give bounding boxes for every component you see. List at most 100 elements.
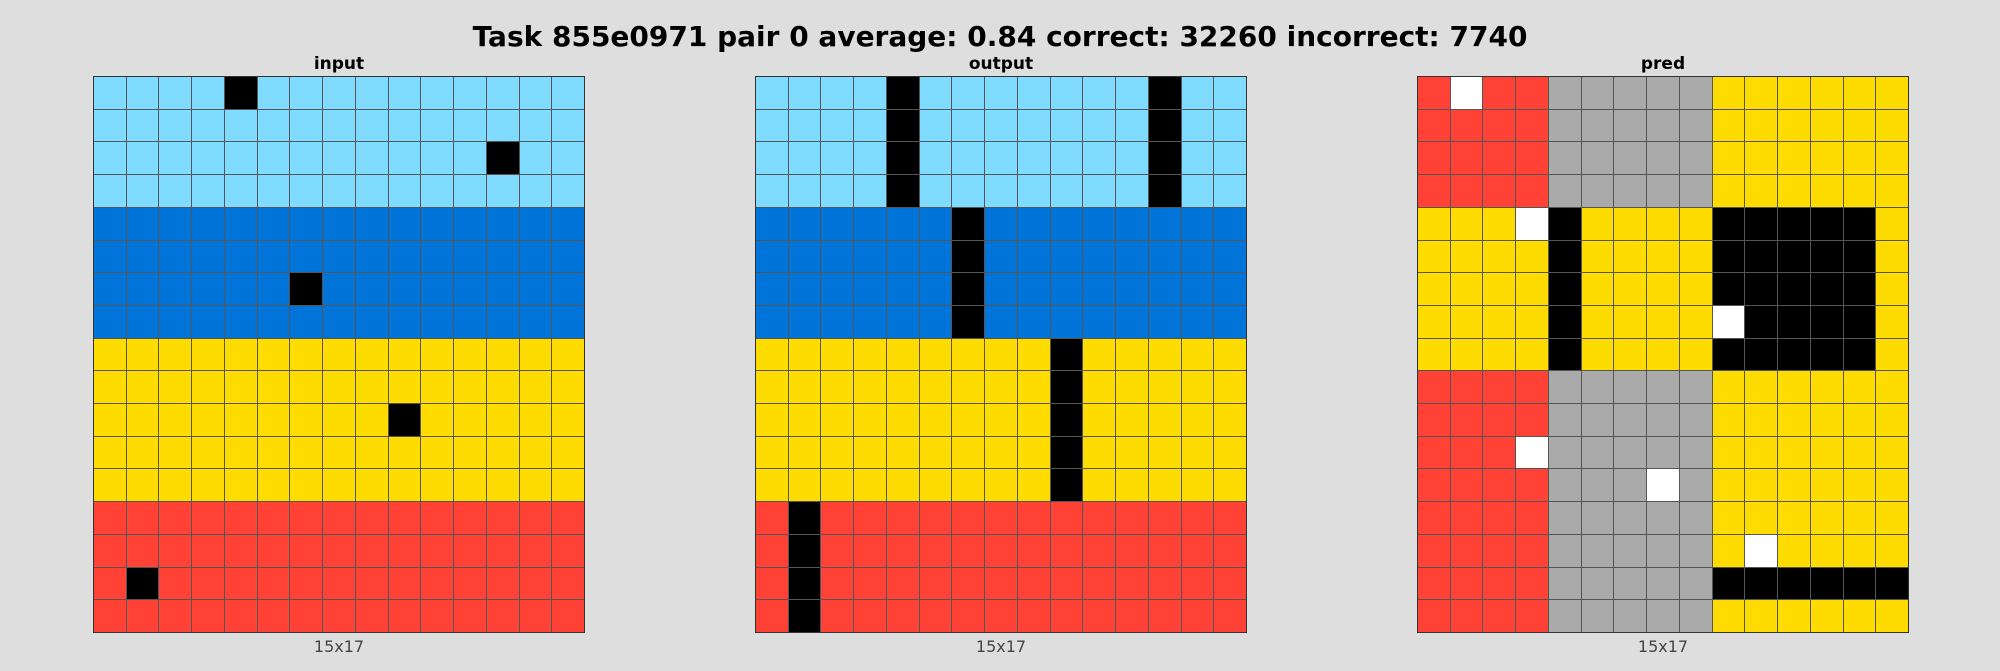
grid-cell (257, 273, 290, 305)
grid-cell (1214, 502, 1246, 534)
grid-cell (1214, 567, 1246, 600)
grid-cell (854, 109, 886, 142)
grid-cell (952, 600, 985, 632)
grid-cell (821, 109, 854, 142)
grid-cell (224, 142, 257, 175)
grid-cell (1017, 436, 1050, 469)
grid-cell (1679, 469, 1712, 502)
grid-cell (1843, 371, 1876, 404)
grid-cell (1418, 273, 1450, 305)
grid-cell (1810, 175, 1843, 207)
grid-cell (1614, 273, 1647, 305)
grid-cell (1050, 567, 1083, 600)
grid-cell (1418, 502, 1450, 534)
grid-cell (323, 371, 355, 404)
grid-cell (1810, 502, 1843, 534)
grid-cell (1050, 534, 1083, 567)
grid-cell (323, 77, 355, 109)
grid-cell (1418, 142, 1450, 175)
grid-cell (486, 436, 519, 469)
grid-cell (94, 567, 126, 600)
grid-cell (1581, 175, 1614, 207)
grid-cell (985, 567, 1017, 600)
grid-cell (355, 338, 388, 371)
grid-cell (1778, 600, 1810, 632)
grid-cell (1418, 371, 1450, 404)
grid-cell (126, 404, 159, 436)
grid-cell (290, 338, 323, 371)
grid-cell (886, 207, 919, 240)
grid-cell (1050, 273, 1083, 305)
grid-cell (192, 109, 224, 142)
grid-cell (1810, 240, 1843, 273)
grid-cell (1548, 207, 1581, 240)
grid-cell (224, 109, 257, 142)
grid-cell (952, 371, 985, 404)
grid-cell (1450, 567, 1483, 600)
grid-cell (486, 600, 519, 632)
grid-cell (1017, 338, 1050, 371)
grid-cell (985, 502, 1017, 534)
grid-cell (1843, 77, 1876, 109)
grid-cell (788, 534, 821, 567)
grid-cell (1745, 371, 1778, 404)
grid-cell (323, 273, 355, 305)
grid-cell (985, 305, 1017, 338)
grid-cell (1148, 305, 1181, 338)
grid-cell (1083, 305, 1116, 338)
grid-cell (952, 534, 985, 567)
grid-cell (1148, 240, 1181, 273)
grid-cell (1876, 502, 1908, 534)
grid-cell (1483, 600, 1516, 632)
grid-cell (192, 175, 224, 207)
grid-cell (886, 600, 919, 632)
grid-cell (159, 305, 192, 338)
grid-cell (1116, 175, 1148, 207)
grid-cell (126, 567, 159, 600)
pred-grid-dimensions: 15x17 (1637, 637, 1689, 656)
grid-cell (94, 142, 126, 175)
grid-cell (94, 404, 126, 436)
grid-cell (1116, 600, 1148, 632)
grid-cell (257, 77, 290, 109)
grid-cell (1483, 404, 1516, 436)
grid-cell (159, 207, 192, 240)
grid-cell (519, 240, 552, 273)
grid-cell (1148, 142, 1181, 175)
grid-cell (919, 600, 952, 632)
grid-cell (1712, 305, 1745, 338)
grid-cell (454, 338, 486, 371)
grid-cell (323, 567, 355, 600)
grid-cell (1810, 371, 1843, 404)
grid-cell (1843, 534, 1876, 567)
grid-cell (388, 109, 421, 142)
grid-cell (952, 469, 985, 502)
grid-cell (454, 207, 486, 240)
grid-cell (1181, 142, 1214, 175)
grid-cell (952, 338, 985, 371)
grid-cell (519, 338, 552, 371)
grid-cell (756, 207, 788, 240)
grid-cell (854, 371, 886, 404)
grid-cell (1647, 77, 1679, 109)
grid-cell (1647, 109, 1679, 142)
grid-cell (552, 436, 584, 469)
grid-cell (1810, 469, 1843, 502)
grid-cell (1418, 240, 1450, 273)
grid-cell (756, 600, 788, 632)
grid-cell (985, 207, 1017, 240)
grid-cell (1778, 305, 1810, 338)
grid-cell (159, 273, 192, 305)
grid-cell (290, 567, 323, 600)
output-panel: output 15x17 (755, 52, 1247, 657)
grid-cell (1647, 502, 1679, 534)
grid-cell (854, 502, 886, 534)
grid-cell (1418, 404, 1450, 436)
grid-cell (821, 371, 854, 404)
grid-cell (1581, 567, 1614, 600)
grid-cell (159, 469, 192, 502)
grid-cell (1679, 567, 1712, 600)
grid-cell (1581, 600, 1614, 632)
grid-cell (1116, 404, 1148, 436)
grid-cell (454, 142, 486, 175)
